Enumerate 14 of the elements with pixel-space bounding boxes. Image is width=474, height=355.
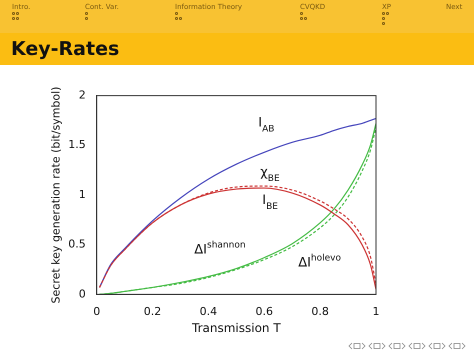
- x-tick-label: 0: [93, 304, 100, 318]
- chart-title: Key-Rates: [11, 38, 120, 60]
- x-tick-label: 0.2: [144, 304, 162, 318]
- x-tick-label: 0.6: [256, 304, 274, 318]
- x-tick-label: 1: [372, 304, 380, 318]
- y-axis-title: Secret key generation rate (bit/symbol): [49, 86, 62, 304]
- x-tick-label: 0.8: [311, 304, 329, 318]
- y-tick-label: 1.5: [68, 138, 86, 152]
- y-tick-label: 0: [78, 287, 86, 300]
- y-tick-label: 0.5: [68, 238, 86, 251]
- y-tick-label: 1: [78, 188, 86, 201]
- x-tick-label: 0.4: [200, 304, 218, 318]
- y-tick-label: 2: [78, 88, 86, 102]
- x-axis-title: Transmission T: [191, 320, 282, 335]
